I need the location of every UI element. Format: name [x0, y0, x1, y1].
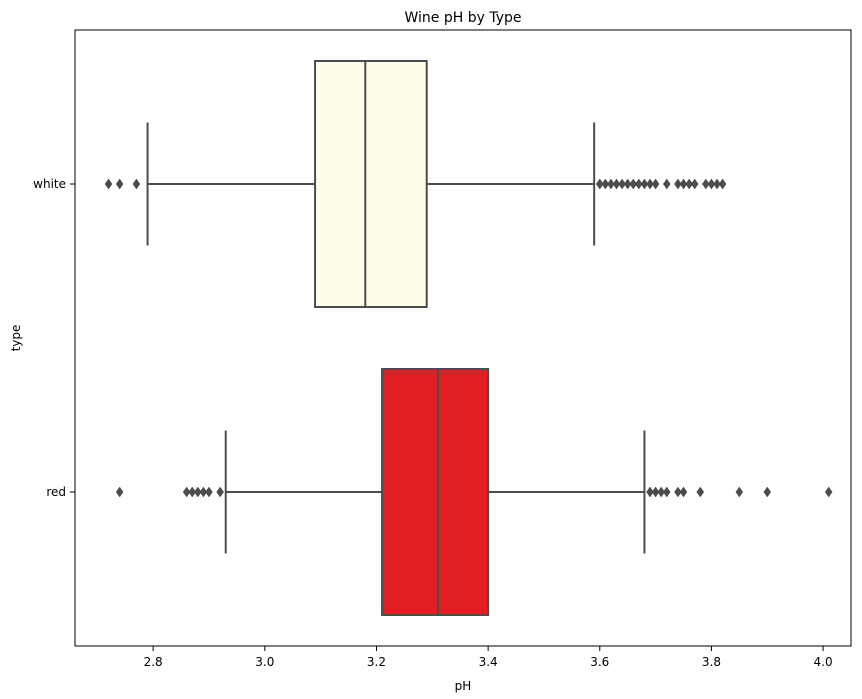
- outlier-point: [662, 486, 671, 498]
- outlier-point: [205, 486, 213, 498]
- outlier-point: [824, 486, 833, 498]
- plot-frame: [74, 29, 852, 647]
- iqr-box: [381, 368, 490, 616]
- y-axis: white red: [33, 177, 75, 499]
- outlier-point: [601, 178, 610, 190]
- outlier-point: [199, 486, 208, 498]
- x-axis-title: pH: [455, 679, 472, 693]
- outlier-point: [679, 486, 688, 498]
- outlier-point: [607, 178, 615, 190]
- outlier-point: [718, 178, 727, 190]
- outlier-point: [115, 486, 124, 498]
- outlier-point: [612, 178, 621, 190]
- outlier-point: [713, 178, 721, 190]
- x-axis: 2.8 3.0 3.2 3.4 3.6 3.8 4.0: [144, 646, 833, 669]
- x-tick-label: 2.8: [144, 655, 163, 669]
- outlier-point: [685, 178, 693, 190]
- outlier-point: [662, 178, 671, 190]
- outlier-point: [679, 178, 688, 190]
- y-tick-label: white: [33, 177, 66, 191]
- outlier-point: [188, 486, 197, 498]
- outlier-point: [651, 178, 660, 190]
- outlier-point: [104, 178, 113, 190]
- outlier-point: [646, 486, 654, 498]
- outlier-point: [657, 486, 665, 498]
- x-tick-label: 3.8: [702, 655, 721, 669]
- outlier-point: [635, 178, 643, 190]
- outlier-point: [595, 178, 604, 190]
- outlier-point: [640, 178, 649, 190]
- outlier-point: [618, 178, 626, 190]
- outlier-point: [735, 486, 744, 498]
- plot-area: [104, 60, 833, 616]
- chart-title: Wine pH by Type: [404, 10, 521, 26]
- x-tick-label: 4.0: [814, 655, 833, 669]
- y-axis-title: type: [9, 325, 23, 352]
- outlier-point: [707, 178, 716, 190]
- x-tick-label: 3.0: [255, 655, 274, 669]
- outlier-point: [690, 178, 699, 190]
- outlier-point: [182, 486, 191, 498]
- outlier-point: [132, 178, 141, 190]
- outlier-point: [629, 178, 638, 190]
- outlier-point: [194, 486, 202, 498]
- box-group-white: [104, 60, 727, 308]
- outlier-point: [674, 486, 682, 498]
- outlier-point: [763, 486, 772, 498]
- outlier-point: [646, 178, 654, 190]
- outlier-point: [674, 178, 682, 190]
- iqr-box: [314, 60, 428, 308]
- outlier-point: [623, 178, 632, 190]
- outlier-point: [115, 178, 124, 190]
- x-tick-label: 3.6: [590, 655, 609, 669]
- outlier-point: [696, 486, 705, 498]
- outlier-point: [216, 486, 224, 498]
- x-tick-label: 3.2: [367, 655, 386, 669]
- x-tick-label: 3.4: [479, 655, 498, 669]
- box-group-red: [115, 368, 833, 616]
- outlier-point: [702, 178, 710, 190]
- y-tick-label: red: [46, 485, 66, 499]
- outlier-point: [651, 486, 660, 498]
